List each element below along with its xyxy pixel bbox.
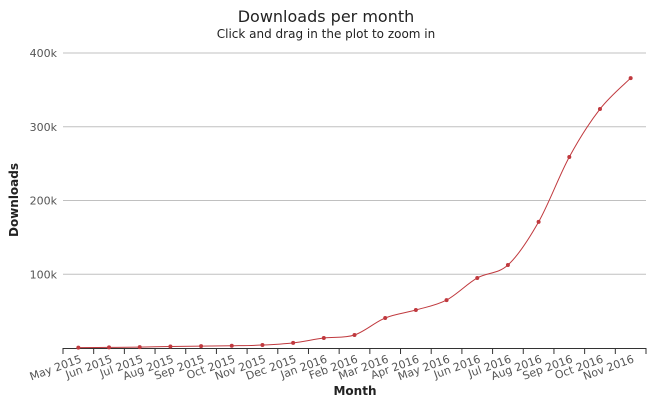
point	[475, 275, 480, 280]
point	[413, 308, 418, 313]
point	[321, 336, 326, 341]
point	[352, 333, 357, 338]
y-axis-title: Downloads	[7, 163, 21, 237]
y-tick-label: 400k	[30, 47, 58, 60]
point	[229, 343, 234, 348]
line	[78, 77, 632, 349]
point	[628, 76, 633, 81]
point	[536, 219, 541, 224]
chart-subtitle: Click and drag in the plot to zoom in	[217, 27, 436, 41]
chart-title: Downloads per month	[238, 7, 415, 26]
y-tick-label: 200k	[30, 195, 58, 208]
point	[383, 315, 388, 320]
point	[597, 107, 602, 112]
point	[444, 298, 449, 303]
point	[260, 343, 265, 348]
y-tick-label: 300k	[30, 121, 58, 134]
x-axis-title: Month	[333, 384, 376, 398]
point	[168, 344, 173, 349]
point	[291, 340, 296, 345]
point	[505, 263, 510, 268]
point	[107, 345, 112, 350]
y-tick-label: 100k	[30, 268, 58, 281]
point	[137, 345, 142, 350]
point	[567, 154, 572, 159]
point	[76, 345, 81, 350]
point	[199, 344, 204, 349]
